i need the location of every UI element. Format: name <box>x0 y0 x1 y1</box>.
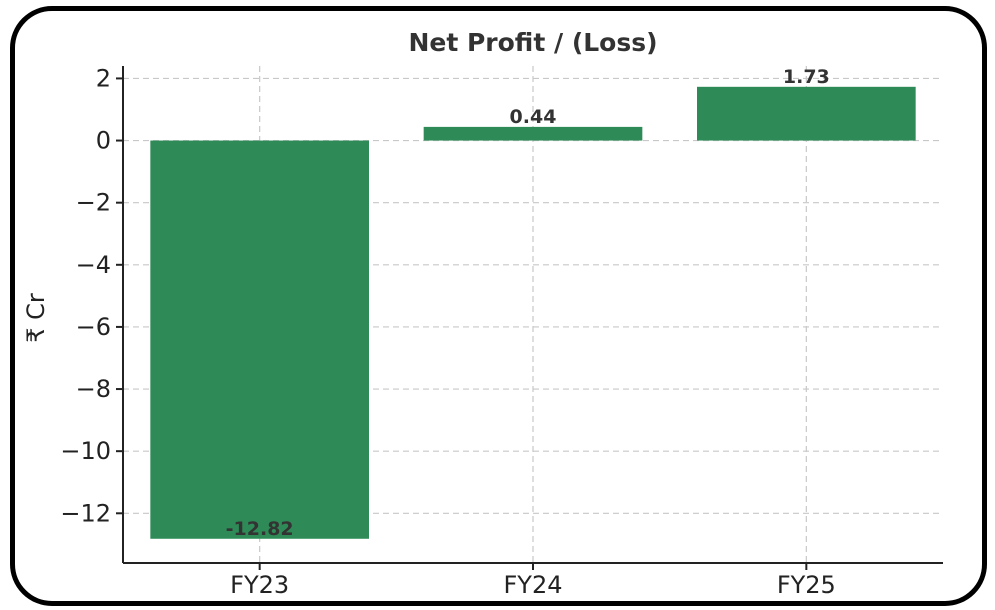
x-tick-label: FY25 <box>777 571 836 599</box>
y-tick-label: −10 <box>60 437 111 465</box>
x-tick-label: FY23 <box>230 571 289 599</box>
data-label: 0.44 <box>510 106 557 128</box>
data-label: -12.82 <box>226 518 294 540</box>
y-tick-label: −6 <box>76 313 111 341</box>
chart-title: Net Profit / (Loss) <box>408 28 657 57</box>
bar-fy24 <box>423 126 643 141</box>
x-tick-label: FY24 <box>503 571 562 599</box>
y-tick-label: 0 <box>96 127 111 155</box>
y-tick-label: 2 <box>96 64 111 92</box>
y-axis-label: ₹ Cr <box>22 293 50 343</box>
bar-fy23 <box>150 140 369 539</box>
y-tick-label: −4 <box>76 251 111 279</box>
y-tick-label: −2 <box>76 189 111 217</box>
y-tick-label: −12 <box>60 499 111 527</box>
data-label: 1.73 <box>783 66 830 88</box>
bar-fy25 <box>697 86 916 141</box>
y-tick-label: −8 <box>76 375 111 403</box>
